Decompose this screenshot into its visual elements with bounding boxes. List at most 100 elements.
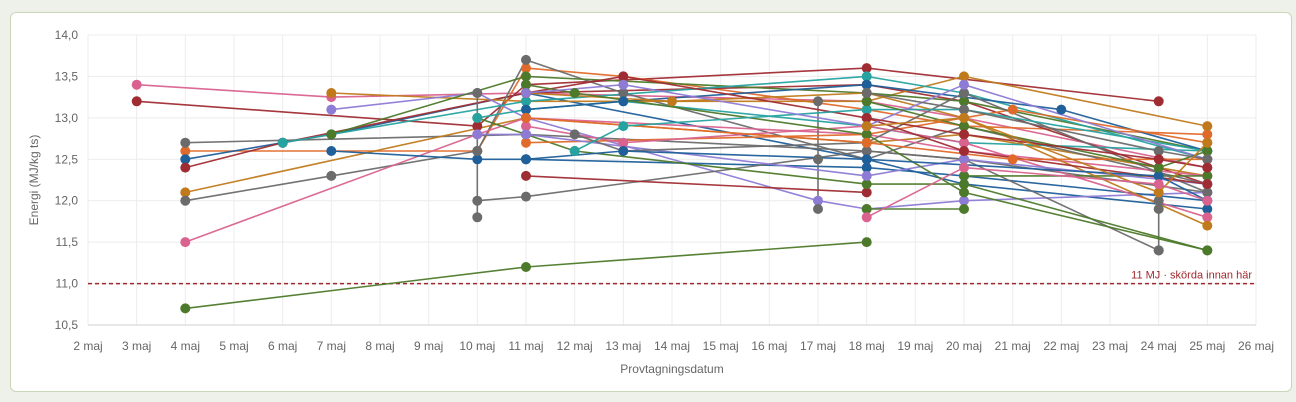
data-point — [326, 129, 337, 140]
y-tick-label: 11,0 — [56, 277, 79, 291]
data-point — [180, 137, 191, 148]
data-point — [813, 195, 823, 206]
data-point — [1153, 204, 1164, 214]
data-point — [1202, 129, 1213, 140]
y-tick-label: 11,5 — [56, 235, 79, 249]
x-tick-label: 18 maj — [849, 339, 885, 353]
data-point — [861, 146, 872, 156]
data-point — [1153, 146, 1164, 156]
data-point — [1202, 170, 1213, 181]
data-point — [861, 237, 872, 248]
data-point — [959, 96, 969, 107]
x-tick-label: 24 maj — [1141, 339, 1177, 353]
data-point — [618, 79, 629, 90]
data-point — [959, 204, 969, 214]
data-point — [521, 88, 531, 98]
data-point — [861, 162, 872, 173]
data-point — [1202, 162, 1213, 173]
data-point — [1202, 179, 1213, 190]
x-tick-label: 15 maj — [703, 339, 739, 353]
data-point — [277, 137, 288, 148]
data-point — [618, 71, 629, 82]
data-point — [861, 212, 872, 223]
x-tick-label: 8 maj — [365, 339, 394, 353]
data-point — [131, 79, 142, 90]
data-point — [521, 121, 531, 132]
data-point — [521, 54, 531, 65]
x-tick-label: 20 maj — [946, 339, 982, 353]
data-point — [813, 204, 823, 214]
x-tick-label: 25 maj — [1189, 339, 1225, 353]
x-tick-label: 4 maj — [171, 339, 200, 353]
y-tick-label: 12,5 — [55, 152, 79, 166]
data-point — [1202, 204, 1213, 214]
y-tick-label: 13,0 — [55, 111, 79, 125]
data-point — [521, 129, 531, 140]
x-tick-label: 23 maj — [1092, 339, 1128, 353]
data-point — [180, 187, 191, 198]
data-point — [1153, 179, 1164, 190]
data-point — [1202, 195, 1213, 206]
data-point — [1007, 104, 1018, 115]
data-point — [521, 71, 531, 82]
data-point — [959, 146, 969, 156]
data-point — [861, 170, 872, 181]
x-tick-label: 13 maj — [605, 339, 641, 353]
data-point — [472, 146, 483, 156]
data-point — [861, 137, 872, 148]
data-point — [959, 195, 969, 206]
data-point — [861, 204, 872, 214]
data-point — [1202, 220, 1213, 231]
data-point — [569, 129, 580, 140]
data-point — [472, 112, 483, 123]
data-point — [1202, 245, 1213, 256]
data-point — [180, 162, 191, 173]
data-point — [618, 96, 629, 107]
data-point — [1153, 170, 1164, 181]
y-axis-title: Energi (MJ/kg ts) — [27, 135, 41, 226]
data-point — [861, 88, 872, 98]
data-point — [131, 96, 142, 107]
data-point — [472, 129, 483, 140]
y-tick-label: 12,0 — [55, 194, 79, 208]
data-point — [959, 71, 969, 82]
series-line — [866, 117, 1208, 169]
data-point — [861, 112, 872, 123]
data-point — [861, 96, 872, 107]
x-tick-label: 3 maj — [122, 339, 151, 353]
series-line — [866, 117, 1208, 194]
x-tick-label: 16 maj — [751, 339, 787, 353]
data-point — [1153, 195, 1164, 206]
data-point — [1202, 146, 1213, 156]
data-point — [959, 137, 969, 148]
x-tick-label: 19 maj — [897, 339, 933, 353]
data-point — [326, 104, 337, 115]
data-point — [1202, 154, 1213, 165]
x-tick-label: 21 maj — [995, 339, 1031, 353]
data-point — [1056, 104, 1067, 115]
data-point — [861, 179, 872, 190]
series-line — [477, 100, 1208, 152]
series-line — [477, 117, 1208, 252]
data-point — [861, 129, 872, 140]
data-point — [861, 154, 872, 165]
x-tick-label: 10 maj — [459, 339, 495, 353]
data-point — [521, 96, 531, 107]
data-point — [813, 96, 823, 107]
data-point — [569, 88, 580, 98]
data-point — [521, 137, 531, 148]
x-tick-label: 2 maj — [73, 339, 102, 353]
data-point — [1202, 137, 1213, 148]
data-point — [180, 154, 191, 165]
data-point — [1202, 121, 1213, 132]
x-tick-label: 5 maj — [219, 339, 248, 353]
x-tick-label: 14 maj — [654, 339, 690, 353]
data-point — [959, 79, 969, 90]
data-point — [959, 121, 969, 132]
data-point — [326, 88, 337, 98]
data-point — [959, 179, 969, 190]
data-point — [1007, 154, 1018, 165]
series-line — [525, 117, 1208, 161]
data-point — [180, 237, 191, 248]
